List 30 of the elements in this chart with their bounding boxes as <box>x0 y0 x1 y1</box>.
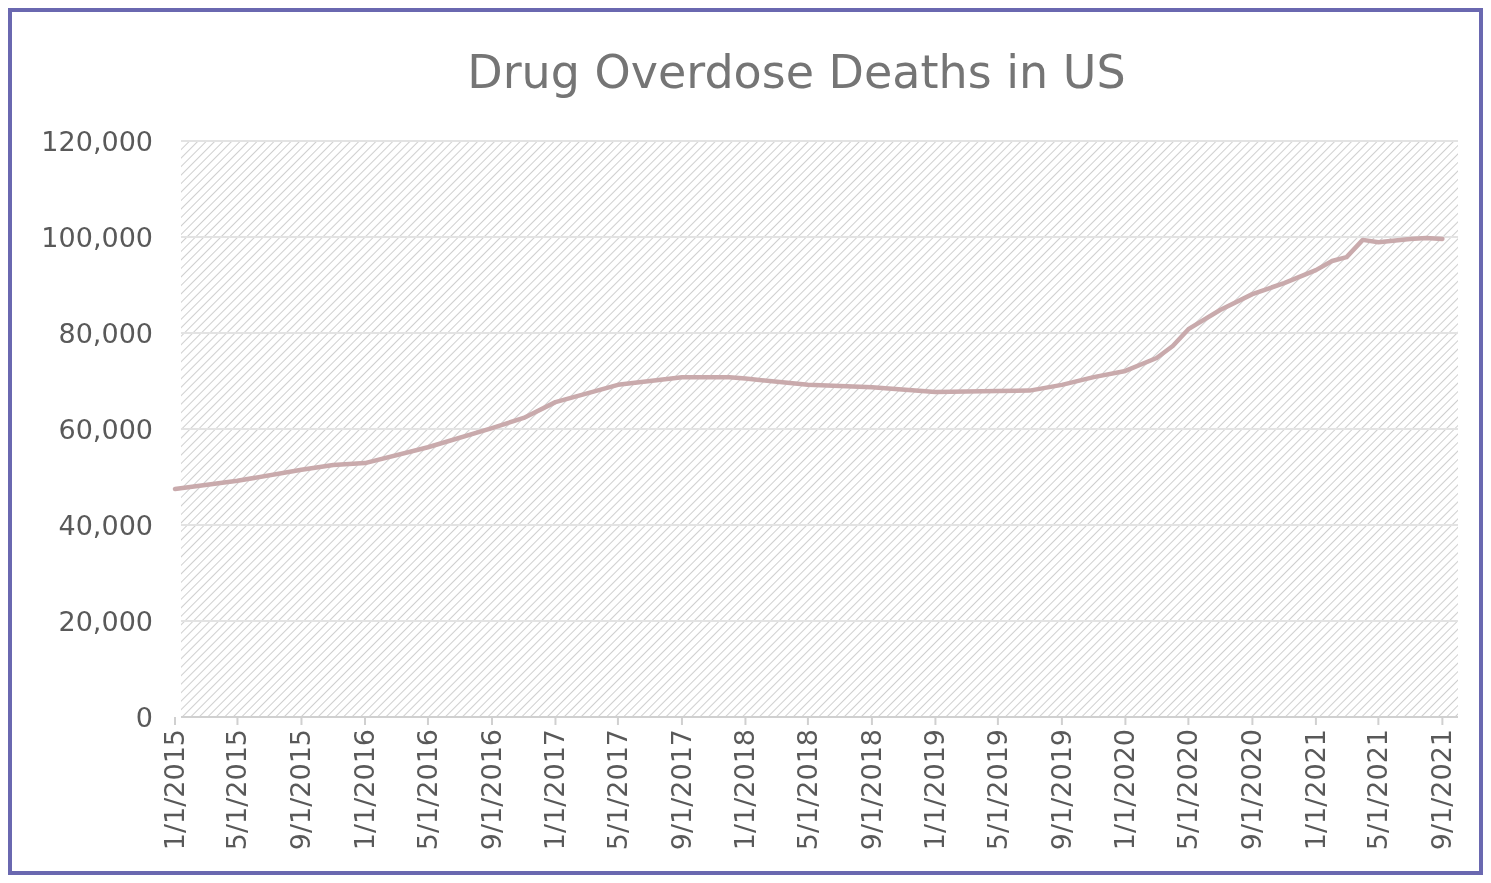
x-tick-label: 1/1/2015 <box>159 729 190 851</box>
x-tick-label: 5/1/2020 <box>1172 729 1204 851</box>
x-tick-label: 5/1/2016 <box>411 729 443 851</box>
x-tick-label: 9/1/2018 <box>855 729 887 851</box>
x-tick-label: 5/1/2015 <box>221 729 253 851</box>
x-tick-label: 1/1/2020 <box>1109 729 1141 851</box>
x-tick-label: 5/1/2019 <box>981 729 1013 851</box>
x-tick-label: 1/1/2016 <box>348 729 380 851</box>
x-tick-label: 9/1/2019 <box>1045 729 1077 851</box>
x-tick-label: 5/1/2018 <box>791 729 823 851</box>
y-tick-label: 100,000 <box>41 222 153 253</box>
y-tick-label: 40,000 <box>58 510 153 541</box>
chart-title: Drug Overdose Deaths in US <box>467 45 1126 99</box>
x-tick-label: 9/1/2021 <box>1426 729 1458 851</box>
line-series <box>172 235 1445 492</box>
x-tick-label: 1/1/2021 <box>1299 729 1331 851</box>
y-tick-label: 60,000 <box>58 414 153 445</box>
x-tick-label: 5/1/2021 <box>1362 729 1394 851</box>
y-tick-label: 0 <box>135 702 153 733</box>
x-tick-label: 9/1/2017 <box>665 729 697 851</box>
x-tick-label: 9/1/2016 <box>475 729 507 851</box>
x-tick-label: 9/1/2015 <box>285 729 317 851</box>
x-tick-label: 1/1/2017 <box>539 729 571 851</box>
y-tick-label: 120,000 <box>41 126 153 157</box>
x-tick-label: 1/1/2019 <box>919 729 951 851</box>
y-tick-label: 20,000 <box>58 606 153 637</box>
x-tick-label: 9/1/2020 <box>1236 729 1268 851</box>
x-tick-label: 5/1/2017 <box>601 729 633 851</box>
y-tick-label: 80,000 <box>58 318 153 349</box>
x-tick-label: 1/1/2018 <box>729 729 761 851</box>
